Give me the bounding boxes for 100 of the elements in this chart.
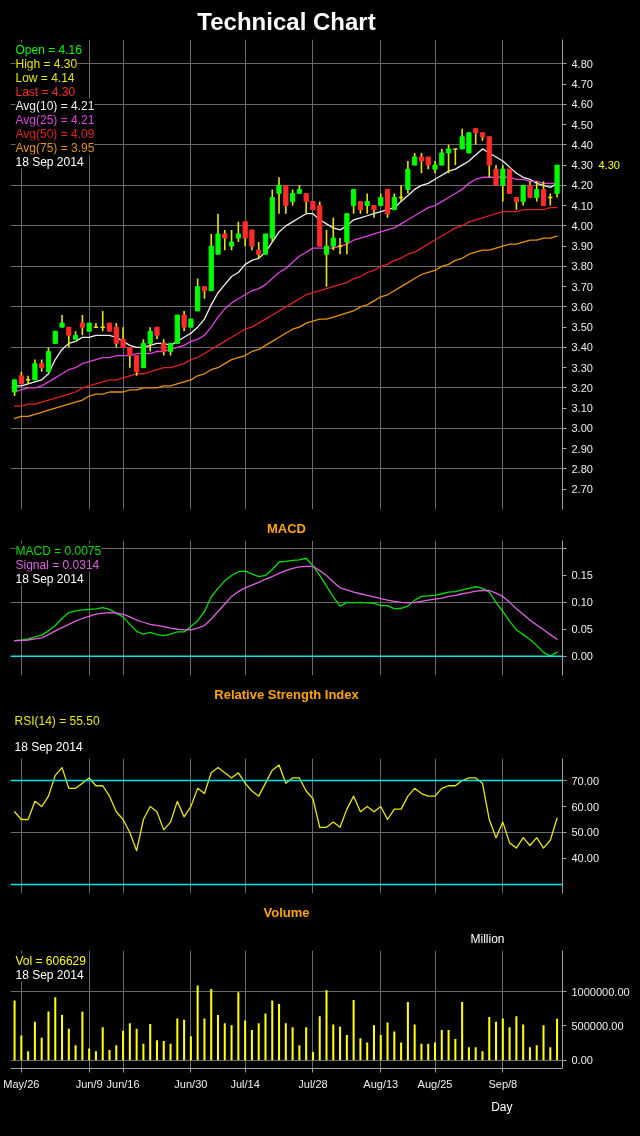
bar	[352, 999, 355, 1061]
bar	[339, 1026, 342, 1061]
bar	[108, 1049, 111, 1061]
bar	[359, 1038, 362, 1061]
bar	[183, 1019, 186, 1061]
bar	[400, 1042, 403, 1061]
bar	[372, 1025, 375, 1061]
bar	[244, 1020, 247, 1061]
bar	[318, 1016, 321, 1061]
bar	[81, 1011, 84, 1061]
y-tick-label: 40.00	[571, 852, 600, 865]
bar	[291, 1027, 294, 1061]
text: 18 Sep 2014	[14, 739, 83, 754]
text: Signal = 0.0314	[15, 557, 100, 572]
bar	[61, 1014, 64, 1061]
bar	[13, 1000, 16, 1061]
bar	[162, 1041, 165, 1061]
x-tick-label: Aug/25	[417, 1077, 453, 1090]
bar	[495, 1021, 498, 1061]
y-tick-label: 70.00	[571, 774, 600, 787]
x-tick-label: Jun/16	[106, 1077, 140, 1090]
bar	[271, 1000, 274, 1061]
x-tick-label: Sep/8	[488, 1077, 518, 1090]
bar	[54, 997, 57, 1061]
bar	[284, 1023, 287, 1061]
bar	[420, 1043, 423, 1061]
bar	[155, 1040, 158, 1061]
y-tick-label: 50.00	[571, 826, 600, 839]
bar	[413, 1024, 416, 1061]
chart-title: Relative Strength Index	[214, 686, 360, 702]
bar	[257, 1023, 260, 1061]
bar	[447, 1030, 450, 1061]
bar	[386, 1022, 389, 1061]
text: Vol = 606629	[15, 953, 87, 968]
bar	[94, 1051, 97, 1061]
bar	[278, 1004, 281, 1061]
y-tick-label: 500000.00	[571, 1019, 624, 1032]
bar	[67, 1028, 70, 1061]
bar	[230, 1025, 233, 1061]
bar	[142, 1043, 145, 1061]
chart-title: Volume	[263, 904, 310, 920]
bar	[216, 1014, 220, 1061]
bar	[128, 1023, 131, 1061]
bar	[40, 1037, 43, 1061]
x-tick-label: May/26	[3, 1077, 40, 1090]
bar	[115, 1045, 118, 1061]
y-axis-title: Million	[470, 931, 505, 946]
chart-title: MACD	[267, 520, 306, 536]
bar	[440, 1030, 443, 1061]
bar	[488, 1017, 491, 1061]
bar	[88, 1048, 91, 1061]
bar	[305, 1027, 308, 1061]
bar	[33, 1021, 36, 1061]
bar	[264, 1013, 267, 1061]
bar	[542, 1025, 545, 1061]
bar	[311, 1052, 314, 1061]
bar	[74, 1045, 77, 1061]
bar	[250, 1030, 253, 1061]
bar	[176, 1018, 179, 1061]
bar	[203, 1018, 206, 1061]
bar	[522, 1024, 525, 1061]
y-tick-label: 0.00	[571, 650, 593, 663]
bar	[528, 1047, 531, 1061]
bar	[325, 990, 328, 1061]
bar	[345, 1034, 348, 1061]
y-tick-label: 1000000.00	[571, 985, 630, 998]
bar	[549, 1047, 552, 1061]
bar	[379, 1034, 382, 1061]
text: MACD = 0.0075	[15, 543, 102, 558]
bar	[27, 1051, 30, 1061]
bar	[535, 1045, 538, 1061]
bar	[298, 1045, 301, 1061]
bar	[101, 1027, 104, 1061]
bar	[169, 1043, 172, 1061]
x-axis-title: Day	[491, 1099, 513, 1114]
bar	[332, 1024, 335, 1061]
y-tick-label: 0.10	[571, 596, 593, 609]
y-tick-label: 0.15	[571, 569, 593, 582]
y-tick-label: 60.00	[571, 800, 600, 813]
annotation: 18 Sep 2014	[15, 571, 84, 586]
bar	[47, 1011, 50, 1061]
bar	[135, 1028, 138, 1061]
bar	[366, 1042, 369, 1061]
x-tick-label: Jul/28	[298, 1077, 328, 1090]
bar	[237, 992, 240, 1061]
bar	[210, 988, 213, 1061]
line-series	[13, 764, 558, 852]
bar	[433, 1042, 437, 1061]
x-tick-label: Aug/13	[363, 1077, 399, 1090]
bar	[406, 1001, 409, 1061]
annotation: 18 Sep 2014	[15, 967, 84, 982]
x-tick-label: Jun/30	[174, 1077, 208, 1090]
y-tick-label: 0.00	[571, 1054, 593, 1067]
text: RSI(14) = 55.50	[14, 713, 100, 728]
bar	[149, 1023, 152, 1061]
bar	[454, 1039, 457, 1061]
bar	[461, 1001, 464, 1061]
bar	[196, 985, 199, 1061]
bar	[556, 1018, 559, 1061]
bar	[467, 1047, 470, 1061]
